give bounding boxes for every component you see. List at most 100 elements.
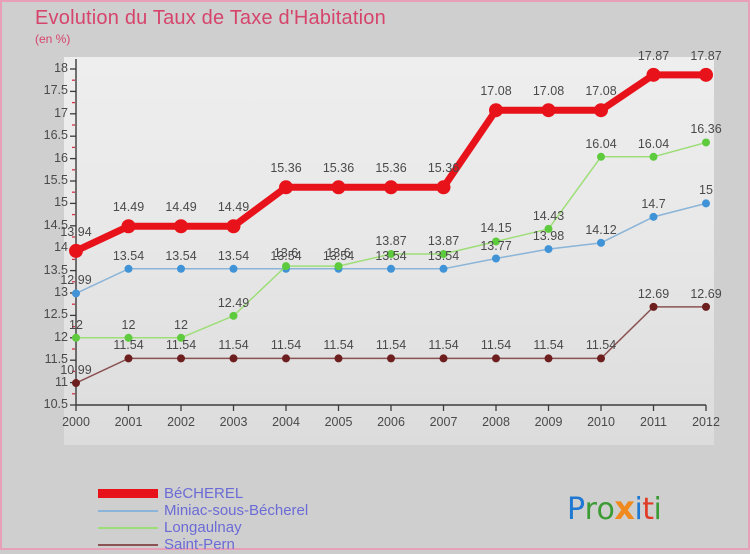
data-point: [121, 219, 136, 234]
data-point: [229, 354, 238, 363]
legend-color-swatch: [98, 510, 158, 512]
x-axis-tick-label: 2004: [272, 415, 300, 429]
proxiti-logo: Proxiti: [567, 489, 662, 527]
data-point-label: 13.6: [326, 246, 351, 261]
data-point-label: 14.49: [217, 200, 250, 215]
data-point: [492, 254, 500, 263]
y-axis-tick-label: 11.5: [44, 352, 68, 367]
data-point: [72, 289, 80, 298]
data-point-label: 14.43: [532, 208, 565, 223]
data-point-label: 17.08: [585, 84, 617, 99]
data-point: [387, 354, 395, 363]
data-point: [334, 262, 343, 271]
y-axis-tick-label: 12: [54, 329, 68, 344]
data-point: [331, 180, 346, 195]
data-point: [387, 264, 395, 273]
data-point-label: 12.69: [690, 286, 722, 301]
y-axis-tick-label: 13: [54, 285, 68, 299]
data-point: [702, 199, 710, 208]
series-miniac-sous-b-cherel: [72, 199, 710, 298]
data-point: [489, 103, 503, 118]
data-point-label: 16.04: [637, 136, 670, 151]
logo-letter: i: [634, 492, 643, 527]
data-point: [649, 212, 658, 221]
logo-letter: i: [653, 492, 662, 527]
data-point: [594, 103, 608, 118]
data-point: [177, 354, 185, 363]
x-axis-tick-label: 2007: [429, 415, 458, 429]
data-point: [439, 354, 448, 363]
x-axis-tick-label: 2005: [324, 415, 353, 429]
data-point-label: 15: [699, 183, 713, 198]
x-axis-tick-label: 2009: [534, 415, 563, 429]
data-point-label: 14.7: [641, 196, 666, 211]
series-b-cherel: [69, 67, 713, 258]
data-point-label: 17.87: [690, 48, 722, 63]
data-point-label: 15.36: [427, 161, 460, 176]
page-title: Evolution du Taux de Taxe d'Habitation: [35, 7, 386, 29]
data-point: [544, 224, 553, 233]
chart-subtitle: (en %): [35, 32, 71, 46]
data-point-label: 13.94: [60, 224, 92, 239]
data-point-label: 13.54: [322, 248, 355, 263]
data-point-label: 14.49: [165, 200, 197, 215]
data-point-label: 13.87: [427, 234, 460, 249]
logo-letter: x: [614, 489, 635, 527]
legend-item-label: Miniac-sous-Bécherel: [164, 502, 309, 519]
x-axis-tick-label: 2006: [377, 415, 405, 429]
data-point: [124, 354, 133, 363]
y-axis-tick-label: 17: [54, 105, 68, 120]
x-axis-tick-label: 2002: [167, 415, 195, 429]
data-point-label: 11.54: [218, 338, 249, 353]
plot-area: 10.5 11 11.5 12 12.5 13 13.5 14 14.5 15 15.5 16 16.5…: [44, 49, 722, 445]
data-point-label: 10.99: [60, 363, 92, 378]
y-axis-tick-label: 13.5: [43, 262, 68, 277]
data-point-label: 12.49: [217, 295, 250, 310]
legend-item-label: Longaulnay: [164, 519, 242, 536]
data-point: [699, 67, 713, 82]
data-point: [384, 180, 398, 195]
data-point: [544, 245, 553, 254]
data-point: [334, 354, 343, 363]
data-point-label: 13.54: [270, 248, 302, 263]
data-point: [387, 250, 395, 259]
data-point: [597, 238, 605, 247]
data-point-label: 13.54: [375, 248, 407, 263]
data-point: [544, 354, 553, 363]
x-axis-tick-label: 2011: [640, 415, 667, 429]
data-point-label: 17.08: [532, 84, 565, 99]
data-point-label: 12: [69, 317, 83, 332]
data-point: [282, 262, 290, 271]
x-axis-tick-label: 2012: [692, 415, 720, 429]
y-axis-tick-label: 17.5: [43, 83, 68, 98]
y-axis-tick-label: 16: [54, 150, 68, 165]
chart-series: [69, 67, 713, 388]
legend-item-label: BéCHEREL: [164, 485, 244, 502]
series-longaulnay: [72, 138, 710, 342]
data-point-label: 11.54: [323, 338, 354, 353]
x-axis-tick-label: 2008: [482, 415, 510, 429]
y-axis-tick-label: 15: [54, 195, 68, 210]
data-point: [282, 354, 290, 363]
data-point-label: 15.36: [322, 161, 355, 176]
data-point-label: 11.54: [165, 338, 197, 353]
data-point-label: 14.12: [585, 222, 617, 237]
y-axis-tick-label: 10.5: [43, 397, 68, 411]
data-point-label: 13.54: [217, 248, 250, 263]
data-point-label: 16.36: [690, 122, 722, 137]
x-axis-tick-label: 2010: [587, 415, 615, 429]
series-saint-pern: [72, 302, 710, 388]
data-point: [492, 237, 500, 246]
data-point: [439, 250, 448, 259]
data-point-label: 14.15: [480, 221, 512, 236]
data-point-label: 16.04: [585, 136, 617, 151]
data-point-label: 13.54: [165, 248, 197, 263]
data-point: [436, 180, 451, 195]
data-point-label: 11.54: [480, 338, 512, 353]
data-point: [649, 302, 658, 311]
data-point-label: 17.87: [637, 48, 670, 63]
data-point-label: 13.87: [375, 234, 407, 249]
data-point-label: 12.99: [60, 273, 92, 288]
data-point-label: 15.36: [375, 161, 407, 176]
